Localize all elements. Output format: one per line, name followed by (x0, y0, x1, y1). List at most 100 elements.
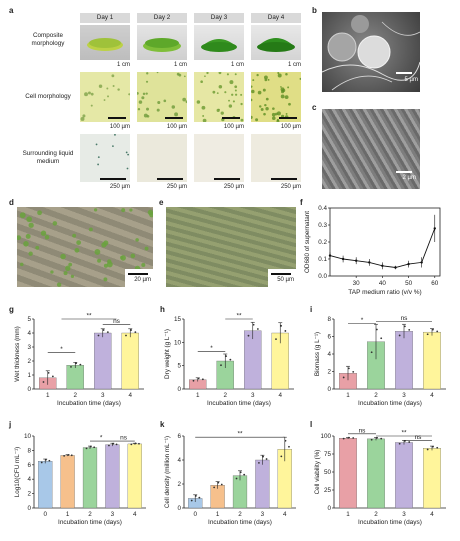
x-axis-label: Incubation time (days) (57, 400, 121, 407)
replicate-point (134, 331, 137, 334)
data-point (394, 266, 397, 269)
cell-dot (282, 88, 286, 93)
y-tick-label: 50 (324, 469, 332, 476)
y-tick-label: 0.0 (318, 273, 327, 280)
day-header-3: Day 3 (194, 13, 244, 23)
cell-dot (265, 97, 269, 101)
cell-dot (146, 114, 150, 118)
chart-k: 0 2 4 6 0 1 2 3 4 ** Incubation time (days) Cell de… (164, 431, 296, 526)
panel-label-c: c (312, 103, 317, 112)
x-tick-label: 2 (374, 392, 378, 399)
scale-bar (396, 72, 412, 74)
sem-image-c: 2 µm (322, 109, 420, 189)
x-tick-label: 3 (251, 392, 255, 399)
replicate-point (380, 437, 383, 440)
cell-dot (257, 90, 262, 95)
cell-dot (156, 108, 160, 112)
cell-dot (285, 72, 288, 76)
x-axis-label: Incubation time (days) (58, 519, 122, 526)
replicate-point (85, 447, 88, 450)
cell-dot (163, 99, 167, 103)
liquid-photo-day2 (137, 134, 187, 182)
cell-dot (82, 114, 86, 118)
cell-dot (263, 112, 266, 116)
scale-bar (100, 178, 126, 180)
panel-label-d: d (9, 198, 14, 207)
cell-dot (234, 93, 238, 96)
scale-bar (157, 178, 183, 180)
cell-cluster (25, 233, 31, 239)
cell-cluster (60, 253, 66, 260)
cell-dot (221, 117, 225, 122)
cell-dot (95, 143, 98, 146)
cell-cluster (76, 240, 82, 245)
replicate-point (436, 446, 439, 449)
data-point (381, 264, 384, 267)
scale-bar (165, 117, 183, 119)
bar (127, 443, 142, 509)
cell-dot (264, 103, 267, 107)
composite-photo-day1 (80, 25, 130, 60)
x-tick-label: 30 (353, 280, 361, 287)
replicate-point (352, 437, 355, 439)
y-tick-label: 4 (177, 457, 181, 464)
cell-photo-day4 (251, 72, 301, 122)
cell-dot (256, 73, 259, 77)
replicate-point (42, 381, 45, 383)
x-tick-label: 1 (346, 511, 350, 518)
cell-cluster (50, 270, 54, 274)
cell-cluster (74, 247, 80, 253)
replicate-point (63, 454, 66, 457)
scale-label-cell-2: 100 µm (166, 124, 187, 130)
y-tick-label: 6 (177, 433, 181, 440)
y-tick-label: 5 (27, 316, 31, 323)
row-label-composite: Composite morphology (31, 32, 65, 47)
scale-label-composite-1: 1 cm (116, 62, 130, 68)
cell-dot (97, 156, 100, 159)
x-tick-label: 4 (128, 392, 132, 399)
replicate-point (138, 442, 140, 445)
bar (339, 438, 357, 509)
cell-cluster (72, 233, 77, 238)
replicate-point (108, 444, 110, 447)
y-tick-label: 4 (327, 351, 331, 358)
cell-dot (276, 119, 280, 122)
y-tick-label: 3 (27, 344, 31, 351)
y-axis-label: OD680 of supernatant (304, 211, 311, 273)
replicate-point (408, 441, 411, 443)
cell-dot (285, 112, 288, 115)
cell-dot (216, 92, 219, 95)
cell-dot (157, 100, 161, 105)
replicate-point (235, 477, 238, 480)
data-point (368, 261, 371, 264)
cell-cluster (135, 238, 139, 242)
cell-dot (280, 86, 282, 88)
replicate-point (258, 461, 260, 464)
cell-cluster (17, 235, 22, 241)
y-tick-label: 10 (24, 433, 32, 440)
cell-dot (171, 105, 176, 109)
significance-label: ** (237, 431, 243, 438)
cell-cluster (40, 230, 47, 236)
replicate-point (130, 329, 133, 331)
cell-dot (277, 73, 282, 78)
replicate-point (431, 328, 434, 331)
x-tick-label: 1 (346, 392, 350, 399)
x-tick-label: 3 (111, 511, 115, 518)
cell-dot (178, 73, 182, 77)
chart-g: 0 1 2 3 4 5 1 2 3 4 * ns ** Incubation time (days) Wet… (14, 313, 144, 407)
y-tick-label: 8 (27, 447, 31, 454)
x-tick-label: 4 (133, 511, 137, 518)
cell-dot (111, 74, 115, 78)
cell-dot (125, 151, 128, 154)
cell-dot (145, 92, 148, 95)
panel-label-l: l (310, 420, 313, 429)
replicate-point (93, 446, 96, 449)
cell-cluster (129, 208, 133, 212)
y-tick-label: 0 (177, 505, 181, 512)
chart-j: 0 2 4 6 8 10 0 1 2 3 4 * ns Incubation time (days) Log… (14, 433, 146, 526)
data-point (433, 227, 436, 230)
cell-cluster (103, 277, 108, 282)
scale-bar (214, 178, 240, 180)
cell-dot (204, 75, 206, 78)
